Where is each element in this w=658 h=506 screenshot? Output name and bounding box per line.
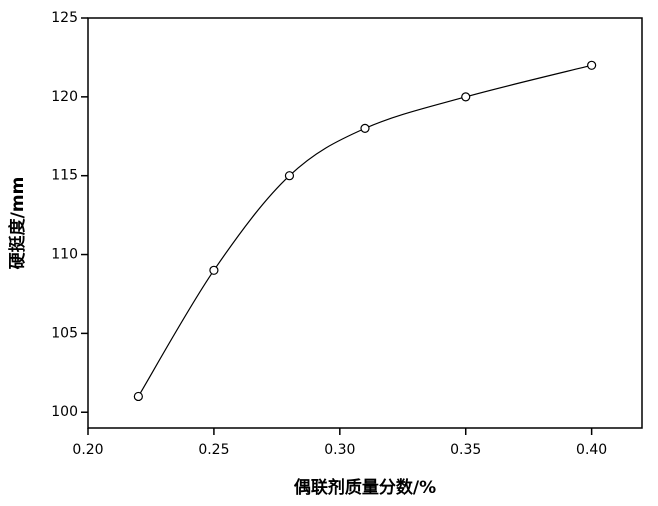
x-tick-label: 0.30: [324, 442, 355, 458]
x-tick-label: 0.20: [72, 442, 103, 458]
data-point: [587, 60, 597, 70]
x-tick-label: 0.25: [198, 442, 229, 458]
data-point: [133, 391, 143, 402]
x-axis-title: 偶联剂质量分数/%: [294, 477, 436, 498]
data-point: [209, 265, 219, 275]
y-tick-label: 115: [51, 168, 78, 184]
y-tick-label: 120: [51, 89, 78, 105]
x-tick-label: 0.35: [450, 442, 481, 458]
x-tick-label: 0.40: [576, 442, 607, 458]
data-point: [461, 92, 471, 102]
plot-frame: [87, 17, 643, 429]
data-point: [360, 123, 370, 133]
series-line: [137, 64, 592, 397]
y-axis-title: 硬挺度/mm: [7, 177, 28, 270]
y-tick-label: 100: [51, 404, 78, 420]
y-tick-label: 110: [51, 247, 78, 263]
y-tick-label: 105: [51, 325, 78, 341]
data-point: [284, 171, 295, 181]
y-tick-label: 125: [51, 10, 78, 26]
